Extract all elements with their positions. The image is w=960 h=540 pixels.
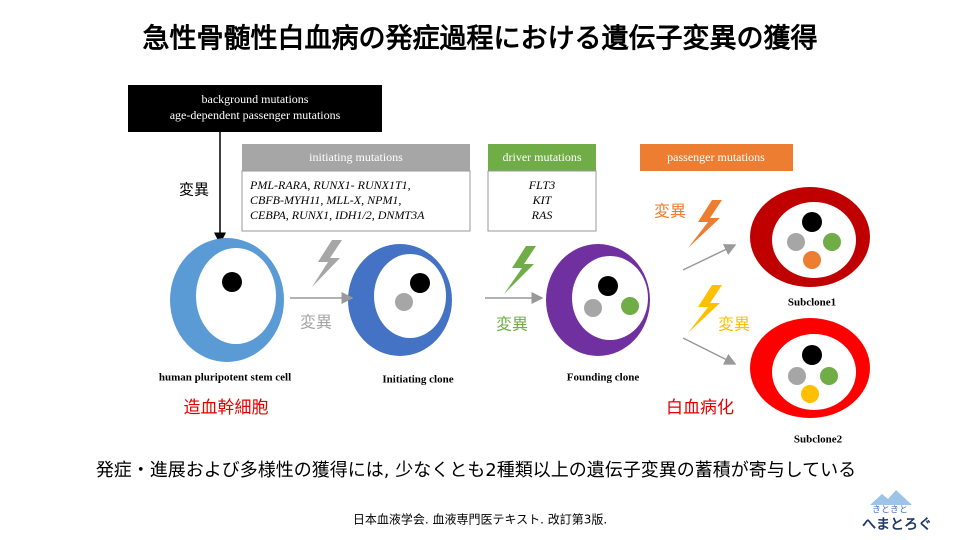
lightning (504, 246, 536, 294)
arrow-label: 変異 (496, 315, 528, 334)
mutation-line: PML-RARA, RUNX1- RUNX1T1, (249, 178, 411, 192)
arrow (682, 244, 737, 271)
title: 急性骨髄性白血病の発症過程における遺伝子変異の獲得 (143, 23, 818, 55)
mutation-line: RAS (531, 208, 553, 222)
mutation-dot (584, 299, 602, 317)
mutation-dot (621, 297, 639, 315)
cell-inner (772, 202, 856, 278)
nucleus (410, 273, 430, 293)
cell-label: Initiating clone (382, 374, 453, 386)
list-box (241, 170, 471, 232)
nucleus (222, 272, 242, 292)
arrow-label: 変異 (718, 315, 750, 334)
arrow-label: 変異 (654, 202, 686, 221)
note: 白血病化 (666, 398, 734, 418)
header-box (488, 144, 596, 171)
conclusion: 発症・進展および多様性の獲得には, 少なくとも2種類以上の遺伝子変異の蓄積が寄与… (96, 460, 856, 481)
mutation-dot (803, 251, 821, 269)
mutation-dot (788, 367, 806, 385)
mutation-dot (820, 367, 838, 385)
background-line: background mutations (202, 92, 309, 106)
nucleus (598, 276, 618, 296)
lightning (688, 200, 722, 248)
mutation-dot (787, 233, 805, 251)
header-box (640, 144, 793, 171)
cell-label: Subclone2 (794, 434, 843, 446)
nucleus (802, 345, 822, 365)
header: initiating mutations (309, 150, 403, 164)
nucleus (802, 212, 822, 232)
arrow-label: 変異 (300, 313, 332, 332)
background-line: age-dependent passenger mutations (170, 108, 341, 122)
background-box (128, 85, 382, 132)
logo-bottom: へまとろぐ (862, 517, 932, 533)
mutation-line: KIT (532, 193, 553, 207)
logo-icon (870, 490, 912, 505)
logo-top: きときと (872, 505, 908, 516)
header-box (242, 144, 470, 171)
mutation-dot (801, 385, 819, 403)
mutation-dot (395, 293, 413, 311)
mutation-dot (823, 233, 841, 251)
cell-label: Subclone1 (788, 297, 836, 309)
header: passenger mutations (667, 150, 765, 164)
lightning (312, 240, 342, 287)
arrow (682, 337, 737, 365)
mutation-line: CBFB-MYH11, MLL-X, NPM1, (250, 193, 401, 207)
arrow-label: 変異 (179, 181, 209, 199)
header: driver mutations (503, 150, 582, 164)
cell-label: human pluripotent stem cell (159, 372, 291, 384)
cell-inner (572, 256, 648, 340)
cell-inner (196, 248, 276, 344)
mutation-line: FLT3 (528, 178, 555, 192)
list-box (487, 170, 597, 232)
lightning (688, 285, 722, 333)
mutation-line: CEBPA, RUNX1, IDH1/2, DNMT3A (250, 208, 425, 222)
cell-inner (772, 334, 856, 410)
cell-label: Founding clone (567, 372, 640, 384)
reference: 日本血液学会. 血液専門医テキスト. 改訂第3版. (353, 512, 607, 527)
note: 造血幹細胞 (184, 397, 269, 418)
